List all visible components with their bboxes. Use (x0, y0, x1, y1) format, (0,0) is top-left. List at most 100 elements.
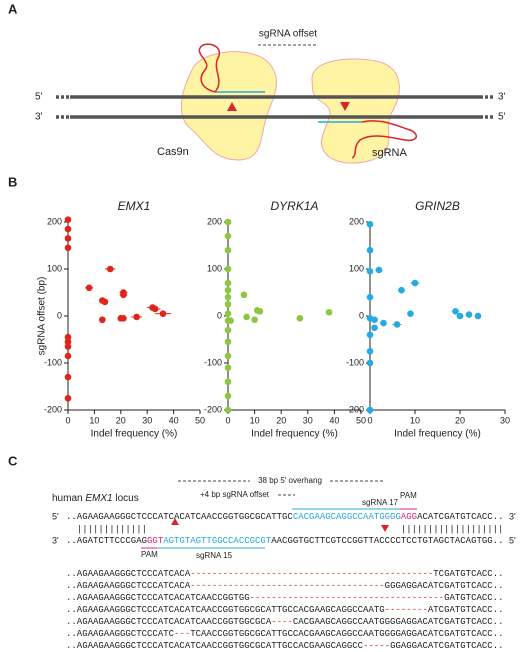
pam-annotation: PAM (400, 491, 417, 500)
panel-label: C (8, 453, 18, 468)
y-axis-label: sgRNA offset (bp) (37, 277, 48, 356)
data-point (366, 246, 374, 254)
data-point (296, 315, 304, 322)
data-point (224, 232, 232, 240)
sequence-segment: ..AGAAGAAGGGCTCCCATCACA (66, 581, 191, 591)
sgrna-annotation: sgRNA 15 (196, 551, 233, 560)
data-point (465, 311, 473, 318)
sequence-segment: AGTGTAGTTGGCCACCGCGT (163, 536, 272, 546)
x-tick-label: 30 (303, 415, 313, 425)
strand-end: 5' (52, 511, 59, 521)
strand-end: 5' (509, 535, 516, 545)
x-axis-label: Indel frequency (%) (91, 429, 178, 440)
data-point (224, 279, 232, 287)
sequence-segment: AGG (401, 512, 417, 522)
strand-end: 3' (52, 535, 59, 545)
y-tick-label: -200 (346, 404, 364, 414)
offset-annotation: +4 bp sgRNA offset (200, 490, 270, 499)
strand-end: 3' (498, 92, 506, 103)
sequence-segment: GGT (147, 536, 164, 546)
sequence-segment: ..AGAAGAAGGGCTCCCATCACA (66, 569, 191, 579)
sequence: ..AGAAGAAGGGCTCCCATCACATCAACCGGTGGCGCA--… (66, 617, 503, 627)
cas9-label: Cas9n (157, 146, 189, 158)
data-point (251, 316, 258, 324)
y-tick-label: 0 (359, 310, 364, 320)
sgrna-annotation: sgRNA 17 (362, 498, 399, 507)
x-tick-label: 0 (225, 415, 230, 425)
sequence-segment: -------- (385, 605, 428, 615)
sgrna-label: sgRNA (372, 147, 408, 159)
x-tick-label: 20 (455, 415, 465, 425)
offset-label: sgRNA offset (259, 29, 317, 40)
data-point (224, 338, 232, 346)
data-point (411, 279, 419, 287)
sequence: ..AGAAGAAGGGCTCCCATCACATCAACCGGTGGCGCATT… (66, 512, 504, 522)
strand-end: 3' (35, 112, 43, 123)
y-tick-label: -200 (204, 404, 222, 414)
data-point (224, 246, 232, 254)
sequence-segment: ..AGAAGAAGGGCTCCCATCACATCAACCGGTGGCGCATT… (66, 641, 364, 651)
sequence-segment: GGAGGACATCGATGTCACC.. (390, 641, 503, 651)
cas9-blob (311, 58, 400, 164)
y-tick-label: 200 (207, 216, 222, 226)
data-point (224, 293, 232, 301)
data-point (101, 298, 109, 306)
sequence-segment: GATGTCACC.. (444, 593, 503, 603)
x-tick-label: 10 (89, 415, 99, 425)
sequence: ..AGAAGAAGGGCTCCCATCACATCAACCGGTGG------… (66, 593, 504, 603)
data-point (64, 373, 72, 381)
strand-end: 5' (35, 92, 43, 103)
sequence-segment: ..AGATCTTCCCGAG (66, 536, 147, 546)
sgrna-scaffold (351, 120, 417, 159)
data-point (64, 333, 72, 341)
data-point (224, 392, 232, 400)
sequence-segment: TCAACCGGTGGCGCATTGCCACGAAGCAGGCCAATGGGGA… (190, 629, 503, 639)
locus-gene: EMX1 (85, 493, 112, 504)
x-tick-label: 10 (410, 415, 420, 425)
y-tick-label: 0 (217, 310, 222, 320)
data-point (120, 315, 127, 322)
y-tick-label: -100 (204, 357, 222, 367)
y-tick-label: -100 (346, 357, 364, 367)
data-point (366, 268, 374, 275)
cas9-blob (180, 51, 277, 161)
sequence: ..AGAAGAAGGGCTCCCATC---TCAACCGGTGGCGCATT… (66, 629, 504, 639)
data-point (393, 321, 401, 328)
y-tick-label: 200 (47, 216, 62, 226)
data-point (159, 310, 167, 317)
sequence-segment: ..AGAAGAAGGGCTCCCATCACATCAACCGGTGGCGCA (66, 617, 272, 627)
sequence-segment: ..AGAAGAAGGGCTCCCATC (66, 629, 175, 639)
data-point (227, 317, 234, 325)
data-point (106, 265, 114, 273)
sequence-segment: ------------------------------------ (190, 581, 384, 591)
chart-title: GRIN2B (415, 199, 460, 213)
y-tick-label: -200 (44, 404, 62, 414)
sequence-segment: AACGGTGCTTCGTCCGGTTACCCCTCCTGTAGCTACAGTG… (271, 536, 503, 546)
sequence: ..AGAAGAAGGGCTCCCATCACATCAACCGGTGGCGCATT… (66, 641, 504, 651)
sequence: ..AGATCTTCCCGAGGGTAGTGTAGTTGGCCACCGCGTAA… (66, 536, 504, 546)
sequence-segment: ..AGAAGAAGGGCTCCCATCACATCAACCGGTGGCGCATT… (66, 512, 293, 522)
x-axis-label: Indel frequency (%) (394, 429, 481, 440)
sequence-segment: ..AGAAGAAGGGCTCCCATCACATCAACCGGTGGCGCATT… (66, 605, 385, 615)
sequence-segment: ----- (363, 641, 390, 651)
x-tick-label: 0 (367, 415, 372, 425)
y-tick-label: 0 (57, 310, 62, 320)
strand-end: 5' (498, 112, 506, 123)
data-point (398, 286, 405, 294)
data-point (371, 324, 378, 332)
x-tick-label: 50 (356, 415, 366, 425)
data-point (366, 347, 374, 355)
data-point (224, 265, 232, 273)
overhang-label: 38 bp 5' overhang (258, 476, 322, 485)
data-point (64, 352, 72, 360)
data-point (224, 378, 232, 386)
x-tick-label: 0 (65, 415, 70, 425)
x-tick-label: 50 (195, 415, 205, 425)
sequence-segment: ----------------------------------------… (190, 569, 433, 579)
data-point (64, 235, 72, 242)
sequence: ..AGAAGAAGGGCTCCCATCACA-----------------… (66, 581, 504, 591)
sequence: ..AGAAGAAGGGCTCCCATCACA-----------------… (66, 569, 504, 579)
y-tick-label: 200 (349, 216, 364, 226)
chart-title: EMX1 (118, 199, 151, 213)
x-tick-label: 30 (142, 415, 152, 425)
